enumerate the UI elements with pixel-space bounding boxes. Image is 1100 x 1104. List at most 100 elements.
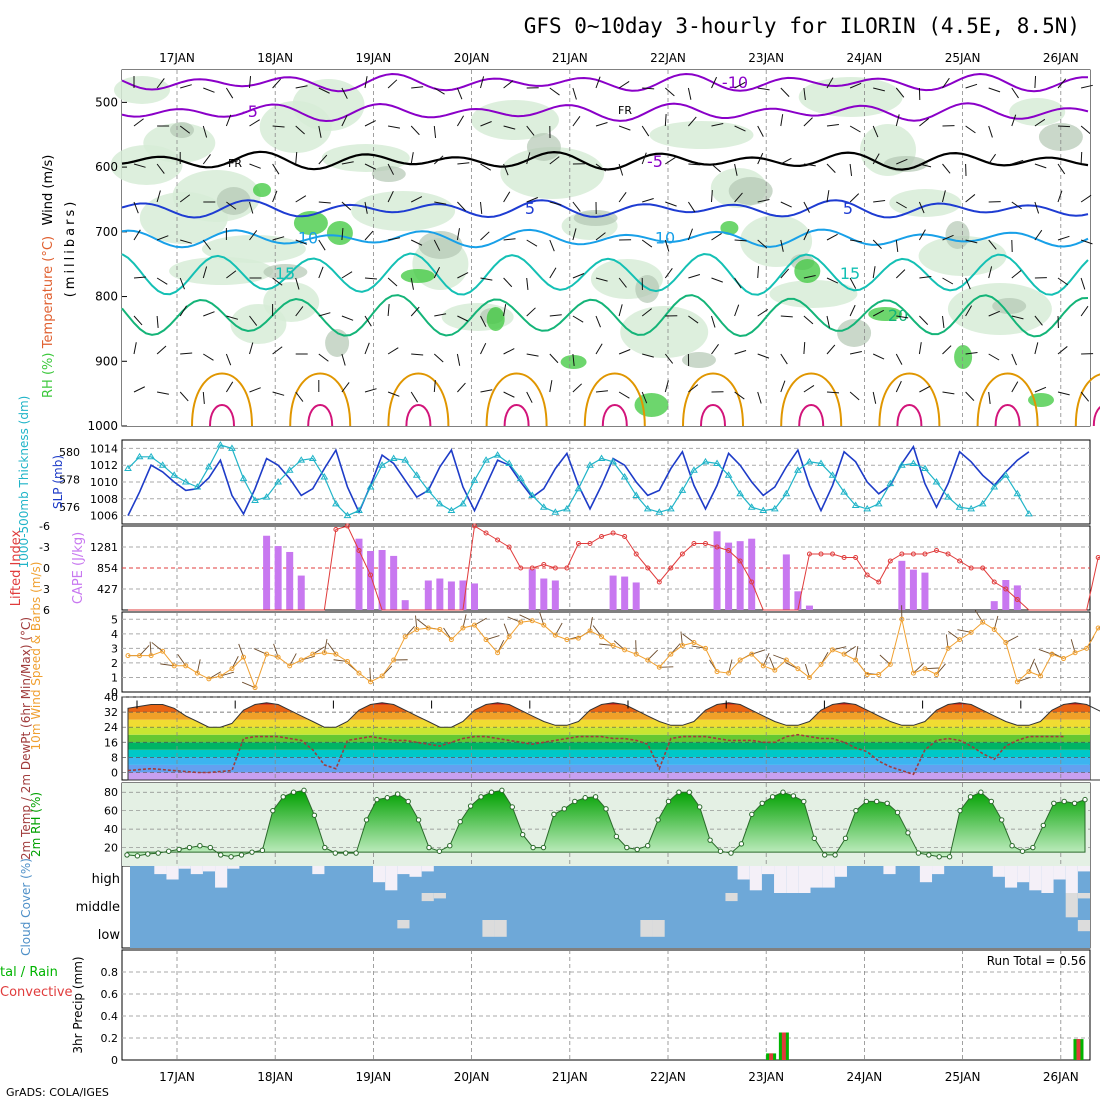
rh-marker <box>947 855 951 859</box>
temp-band <box>122 757 1090 765</box>
rh-marker <box>156 851 160 855</box>
temp-band <box>122 712 1090 720</box>
rh-shade-green <box>954 345 972 369</box>
cloud-cell-middle <box>422 893 434 901</box>
upper-ylabel-part: RH (%) <box>41 353 56 398</box>
rh-marker <box>375 797 379 801</box>
li-tick: 3 <box>43 583 50 596</box>
cloud-cell-high <box>179 866 191 869</box>
rh-marker <box>1062 799 1066 803</box>
footer-credit: GrADS: COLA/IGES <box>6 1086 109 1099</box>
contour-label: 10 <box>655 228 675 247</box>
top-date-label: 17JAN <box>159 51 195 65</box>
cloud-cell-middle <box>1066 893 1078 917</box>
rh-marker <box>1000 818 1004 822</box>
cloud-cell-high <box>215 866 227 888</box>
cloud-cell-high <box>798 866 810 893</box>
li-tick: -3 <box>39 541 50 554</box>
cloud-cell-low <box>397 920 409 928</box>
precip-total-label: tal / Rain <box>0 965 58 980</box>
precip-tick: 0.8 <box>101 966 119 979</box>
precip-tick: 0.4 <box>101 1010 119 1023</box>
rh-marker <box>646 844 650 848</box>
contour-label: 15 <box>275 264 295 283</box>
li-tick: 0 <box>43 562 50 575</box>
cape-bar <box>402 600 409 610</box>
contour-label: 5 <box>843 199 853 218</box>
rh-marker <box>781 790 785 794</box>
precip-ylabel: 3hr Precip (mm) <box>71 956 85 1053</box>
rh-marker <box>968 795 972 799</box>
rh-shade-green <box>794 259 820 283</box>
rh-shade-green <box>327 221 353 245</box>
cape-bar <box>425 580 432 610</box>
rh-marker <box>1031 845 1035 849</box>
bottom-date-label: 24JAN <box>847 1070 883 1084</box>
rh-marker <box>385 796 389 800</box>
cape-bar <box>748 539 755 610</box>
contour-label: 10 <box>298 228 318 247</box>
rh-shade <box>111 145 183 185</box>
bottom-date-label: 19JAN <box>356 1070 392 1084</box>
rh-marker <box>354 851 358 855</box>
rh-marker <box>479 795 483 799</box>
cape-bar <box>448 581 455 610</box>
temp-tick: 40 <box>104 691 118 704</box>
cloud-cell-high <box>932 866 944 874</box>
cape-ylabel-group: CAPE (J/kg) <box>71 532 86 604</box>
slp-tick: 1006 <box>90 510 118 523</box>
cloud-cell-high <box>409 866 421 877</box>
wind-barb <box>1035 76 1036 88</box>
rh-marker <box>875 799 879 803</box>
precip-tick: 0 <box>111 1054 118 1067</box>
cape-tick: 854 <box>97 562 118 575</box>
cloud-cell-high <box>385 866 397 890</box>
cloud-cell-high <box>920 866 932 882</box>
rh-shade-dark <box>372 166 406 182</box>
rh-marker <box>125 853 129 857</box>
temp-band <box>122 742 1090 750</box>
rh-marker <box>573 799 577 803</box>
cape-bar <box>471 583 478 610</box>
rh-marker <box>750 812 754 816</box>
top-date-label: 26JAN <box>1043 51 1079 65</box>
cape-bar <box>540 579 547 610</box>
rh-marker <box>593 795 597 799</box>
rh-shade <box>620 306 708 358</box>
rh-shade-dark <box>946 221 970 249</box>
cape-bar <box>621 577 628 610</box>
rh-marker <box>364 818 368 822</box>
cape-bar <box>275 546 282 610</box>
rh-marker <box>427 845 431 849</box>
rh-marker <box>510 805 514 809</box>
cloud-tick: middle <box>76 900 120 915</box>
rh-marker <box>770 795 774 799</box>
cloud-cell-low <box>482 920 494 937</box>
rh-tick: 20 <box>104 842 118 855</box>
cape-bar <box>794 591 801 610</box>
rh-marker <box>739 842 743 846</box>
top-date-label: 22JAN <box>650 51 686 65</box>
cloud-cell-high <box>1017 866 1029 882</box>
rh-ylabel-group: 2m RH (%) <box>29 792 43 857</box>
rh-marker <box>583 796 587 800</box>
cape-bar <box>529 569 536 610</box>
cape-bar <box>552 580 559 610</box>
rh-marker <box>843 836 847 840</box>
cloud-cell-high <box>738 866 750 880</box>
wind-tick: 4 <box>111 628 118 641</box>
wind-tick: 1 <box>111 671 118 684</box>
cloud-cell-high <box>774 866 786 893</box>
rh-marker <box>687 790 691 794</box>
temp-tick: 16 <box>104 736 118 749</box>
contour-label: 5 <box>525 199 535 218</box>
rh-marker <box>521 832 525 836</box>
rh-marker <box>135 854 139 858</box>
contour-label: FR <box>618 104 632 117</box>
bottom-date-label: 18JAN <box>257 1070 293 1084</box>
slp-ylabel-group: SLP (mb) <box>51 455 65 509</box>
rh-marker <box>625 845 629 849</box>
